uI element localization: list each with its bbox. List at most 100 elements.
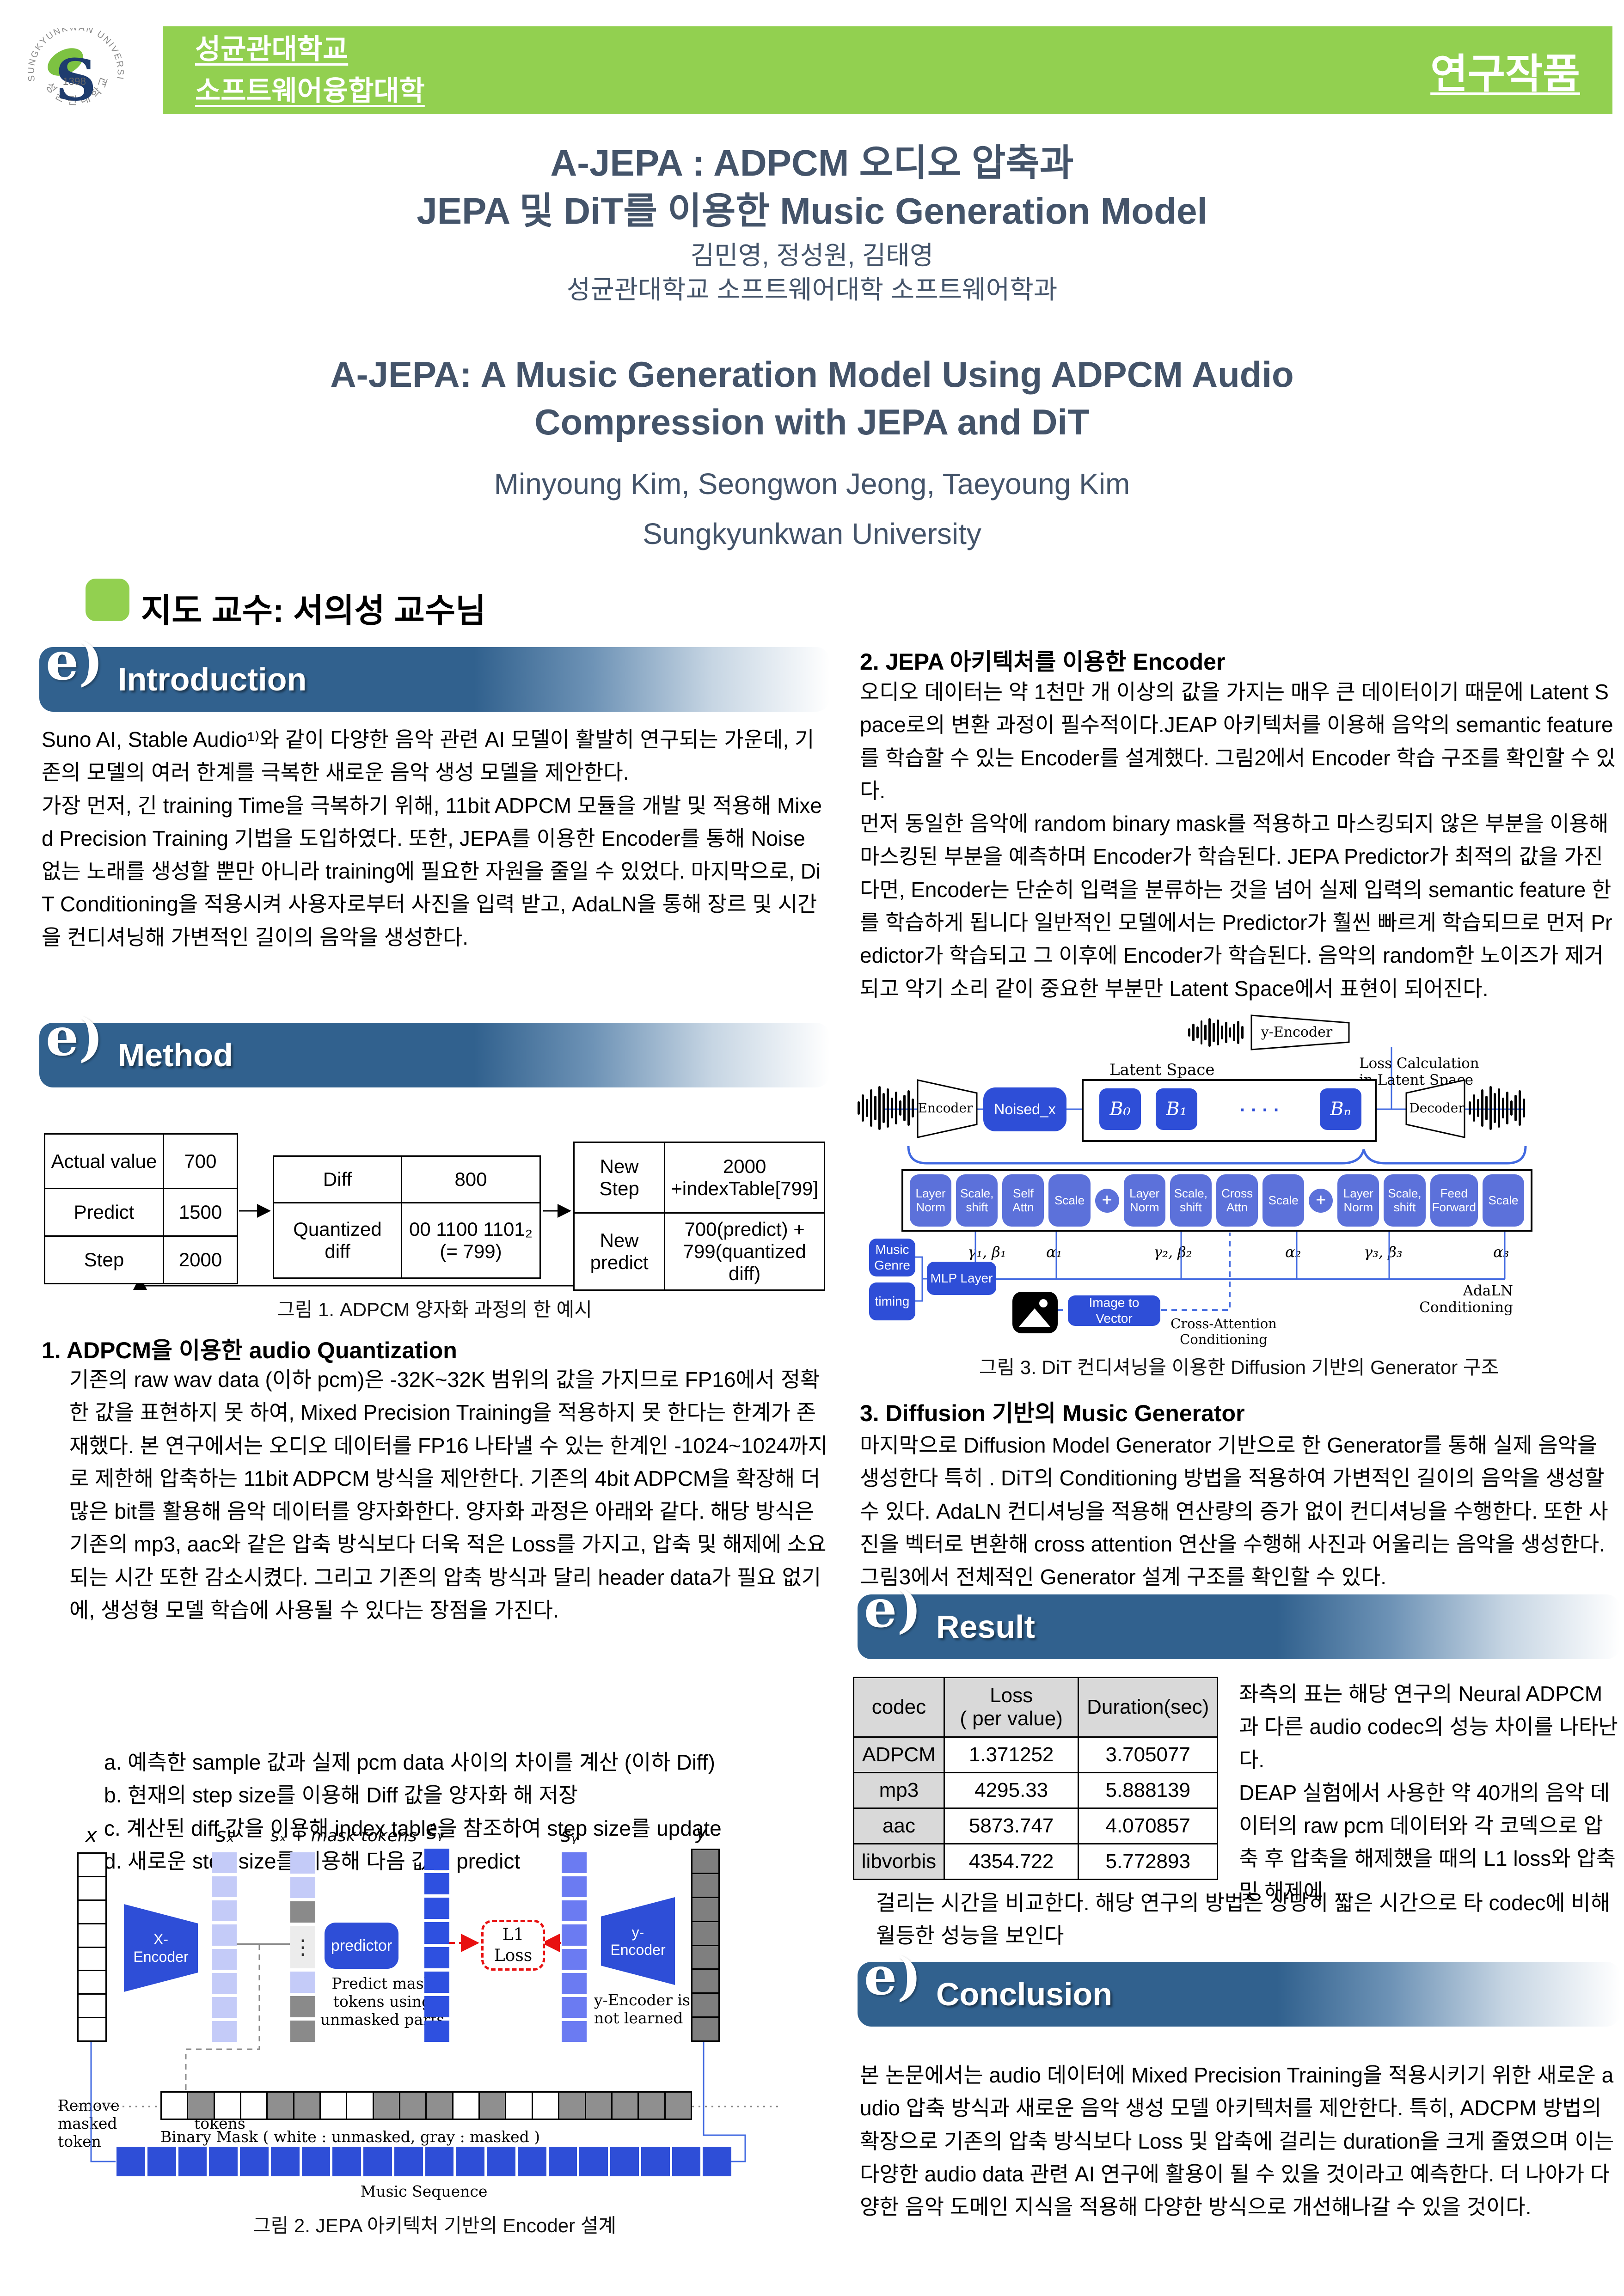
b1-block: B₁ <box>1156 1088 1197 1130</box>
greek-alpha2: α₂ <box>1285 1243 1301 1261</box>
dit-scale-shift: Scale, shift <box>956 1174 998 1227</box>
university-line1: 성균관대학교 <box>195 34 349 65</box>
figure1-table-diff: Diff 800 Quantized diff 00 1100 1101₂ (=… <box>273 1155 541 1279</box>
dit-self-attn: Self Attn <box>1002 1174 1044 1227</box>
section-bar-conclusion: e) Conclusion <box>858 1946 1620 2027</box>
method-sub1-heading: 1. ADPCM을 이용한 audio Quantization <box>42 1337 457 1363</box>
token-cell <box>77 1899 107 1924</box>
token-cell <box>424 1996 449 2017</box>
svg-text:y-Encoder: y-Encoder <box>1261 1024 1333 1040</box>
token-cell <box>363 2147 392 2176</box>
korean-title-line2: JEPA 및 DiT를 이용한 Music Generation Model <box>417 190 1207 232</box>
token-cell <box>290 1972 315 1993</box>
advisor-bullet <box>86 579 129 621</box>
token-cell <box>505 2091 533 2120</box>
dit-layer-norm: Layer Norm <box>1337 1174 1379 1227</box>
introduction-body: Suno AI, Stable Audio¹⁾와 같이 다양한 음악 관련 AI… <box>42 727 822 949</box>
token-cell <box>77 1852 107 1877</box>
token-cell <box>424 1849 449 1870</box>
greek-alpha3: α₃ <box>1493 1243 1509 1261</box>
token-cell <box>548 2147 577 2176</box>
token-cell <box>691 1920 720 1946</box>
figure1-table-state: Actual value 700 Predict 1500 Step 2000 <box>44 1133 238 1284</box>
token-cell <box>212 1900 237 1922</box>
token-cell <box>394 2147 423 2176</box>
token-cell <box>579 2147 608 2176</box>
token-cell <box>147 2147 176 2176</box>
sub2-heading: 2. JEPA 아키텍처를 이용한 Encoder <box>860 649 1226 675</box>
sub2-body: 오디오 데이터는 약 1천만 개 이상의 값을 가지는 매우 큰 데이터이기 때… <box>860 680 1616 1001</box>
label-sy-hat: ŝᵧ <box>427 1821 444 1844</box>
cell: 800 <box>401 1155 541 1203</box>
col-codec: codec <box>853 1677 945 1738</box>
label-sy: sᵧ <box>561 1824 578 1846</box>
result-table: codec Loss ( per value) Duration(sec) AD… <box>853 1677 1218 1880</box>
dit-cross-attn: Cross Attn <box>1216 1174 1258 1227</box>
label-y: y <box>696 1821 707 1844</box>
token-cell <box>332 2147 361 2176</box>
token-cell <box>691 2016 720 2042</box>
token-cell <box>116 2147 145 2176</box>
token-cell <box>425 2147 454 2176</box>
y-encoder-top: y-Encoder <box>1250 1014 1350 1050</box>
introduction-title: Introduction <box>118 661 307 697</box>
greek-gamma3-beta3: γ₃, β₃ <box>1364 1243 1403 1261</box>
token-cell <box>290 1877 315 1898</box>
token-cell <box>424 2020 449 2042</box>
predictor-note: Predict mask tokens using unmasked parts <box>320 1974 445 2028</box>
dit-add-icon: + <box>1309 1188 1333 1213</box>
step-a: a. 예측한 sample 값과 실제 pcm data 사이의 차이를 계산 … <box>104 1750 715 1774</box>
cell: New predict <box>573 1212 666 1291</box>
token-cell <box>562 1972 587 1994</box>
token-cell <box>212 1948 237 1970</box>
token-cell <box>301 2147 331 2176</box>
token-cell <box>187 2091 215 2120</box>
noised-x-block: Noised_x <box>983 1087 1066 1131</box>
token-cell <box>562 1997 587 2018</box>
svg-text:Decoder: Decoder <box>1409 1100 1465 1116</box>
step-b: b. 현재의 step size를 이용해 Diff 값을 양자화 해 저장 <box>104 1783 578 1807</box>
english-title-line2: Compression with JEPA and DiT <box>534 402 1090 442</box>
sub3-heading: 3. Diffusion 기반의 Music Generator <box>860 1400 1245 1426</box>
token-cell <box>212 1972 237 1994</box>
token-cell <box>487 2147 515 2176</box>
token-cell <box>212 1924 237 1946</box>
timing-block: timing <box>869 1282 915 1320</box>
result-side-text: 좌측의 표는 해당 연구의 Neural ADPCM과 다른 audio cod… <box>1239 1682 1618 1904</box>
cell: Step <box>44 1235 164 1284</box>
token-cell <box>637 2091 666 2120</box>
conclusion-body: 본 논문에서는 audio 데이터에 Mixed Precision Train… <box>860 2063 1614 2219</box>
token-cell <box>611 2091 639 2120</box>
token-cell <box>399 2091 427 2120</box>
token-cell <box>562 2021 587 2042</box>
dit-scale: Scale <box>1482 1174 1525 1227</box>
token-cell <box>664 2091 692 2120</box>
music-sequence-row <box>116 2147 731 2176</box>
university-name: 성균관대학교 소프트웨어융합대학 <box>195 29 425 112</box>
method-sub1-body: 기존의 raw wav data (이하 pcm)은 -32K~32K 범위의 … <box>69 1368 828 1623</box>
token-cell <box>562 1924 587 1946</box>
cell: 5.888139 <box>1078 1772 1218 1809</box>
token-cell <box>703 2147 731 2176</box>
affiliation-korean: 성균관대학교 소프트웨어대학 소프트웨어학과 <box>566 275 1058 304</box>
predictor-block: predictor <box>325 1923 398 1969</box>
result-bottom-text: 걸리는 시간을 비교한다. 해당 연구의 방법은 상당히 짧은 시간으로 타 c… <box>876 1891 1611 1948</box>
section-bar-method: e) Method <box>39 1007 830 1087</box>
affiliation-english: Sungkyunkwan University <box>643 517 981 550</box>
token-cell <box>424 1947 449 1968</box>
table-row: mp3 4295.33 5.888139 <box>853 1772 1218 1809</box>
e-logo-icon: e) <box>864 1946 922 2007</box>
token-cell <box>240 2091 268 2120</box>
cell: 3.705077 <box>1078 1736 1218 1773</box>
authors-english: Minyoung Kim, Seongwon Jeong, Taeyoung K… <box>494 467 1130 501</box>
e-logo-icon: e) <box>864 1579 922 1639</box>
token-cell <box>562 1852 587 1874</box>
dit-feed-forward: Feed Forward <box>1430 1174 1478 1227</box>
svg-text:1398: 1398 <box>63 75 86 87</box>
photo-icon <box>1012 1292 1058 1333</box>
token-cell <box>424 1922 449 1944</box>
token-cell <box>213 2091 242 2120</box>
research-work-badge: 연구작품 <box>1430 50 1580 97</box>
token-cell <box>266 2091 294 2120</box>
token-cell <box>77 1946 107 1972</box>
